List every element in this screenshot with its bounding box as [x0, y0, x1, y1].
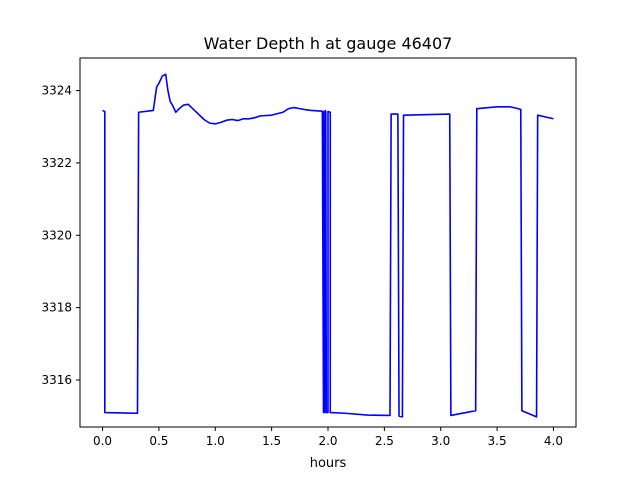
x-tick-label: 2.0 [318, 434, 337, 448]
y-tick-label: 3322 [41, 156, 72, 170]
series-line-0 [102, 73, 554, 418]
y-tick-label: 3316 [41, 373, 72, 387]
x-axis-label: hours [310, 456, 347, 471]
y-tick-label: 3318 [41, 301, 72, 315]
x-tick-label: 3.5 [488, 434, 507, 448]
x-tick-label: 1.0 [206, 434, 225, 448]
y-tick-label: 3324 [41, 84, 72, 98]
x-tick-label: 4.0 [544, 434, 563, 448]
x-tick-label: 0.5 [149, 434, 168, 448]
x-tick-label: 2.5 [375, 434, 394, 448]
x-tick-label: 1.5 [262, 434, 281, 448]
x-tick-label: 0.0 [93, 434, 112, 448]
x-tick-label: 3.0 [431, 434, 450, 448]
plot-area [102, 73, 554, 418]
axes: 0.0 0.5 1.0 1.5 2.0 2.5 3.0 3.5 4.0 3316 3318 3320 3… [41, 57, 577, 448]
y-tick-label: 3320 [41, 228, 72, 242]
chart-title: Water Depth h at gauge 46407 [204, 34, 453, 53]
